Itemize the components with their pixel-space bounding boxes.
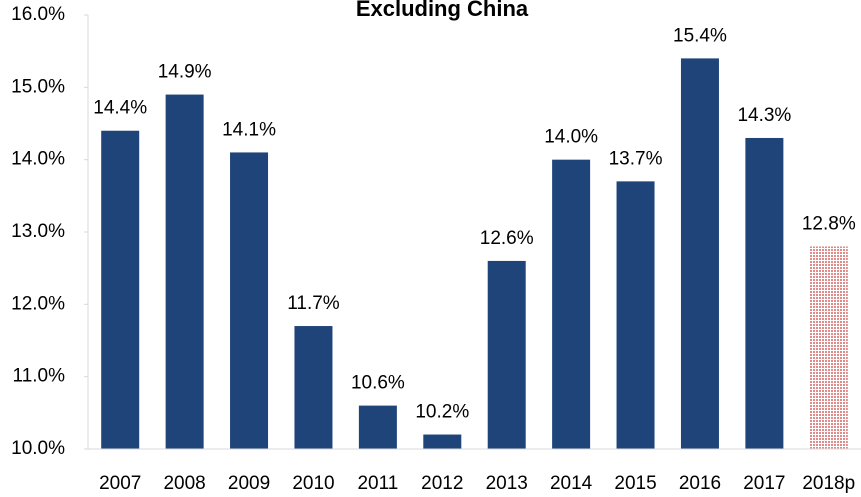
- value-label: 14.1%: [222, 119, 276, 140]
- x-tick-label: 2008: [163, 473, 205, 494]
- value-label: 13.7%: [609, 148, 663, 169]
- chart-title: Excluding China: [356, 0, 529, 21]
- x-tick-label: 2011: [357, 473, 398, 494]
- bar: [423, 434, 462, 449]
- y-tick-label: 15.0%: [11, 76, 65, 97]
- x-tick-label: 2009: [228, 473, 270, 494]
- x-tick-label: 2013: [486, 473, 528, 494]
- bar: [101, 130, 140, 449]
- x-tick-label: 2012: [421, 473, 463, 494]
- x-tick-label: 2018p: [802, 473, 855, 494]
- bar: [165, 94, 204, 450]
- x-tick-label: 2007: [99, 473, 141, 494]
- y-tick-label: 13.0%: [11, 221, 65, 242]
- x-tick-label: 2010: [292, 473, 334, 494]
- bar: [230, 152, 269, 449]
- value-label: 11.7%: [287, 293, 340, 314]
- value-label: 14.9%: [158, 62, 212, 83]
- bar: [616, 181, 655, 449]
- value-label: 10.2%: [415, 402, 469, 423]
- bar: [294, 326, 333, 449]
- value-label: 12.8%: [802, 213, 856, 234]
- value-label: 10.6%: [351, 373, 405, 394]
- value-label: 14.3%: [737, 105, 791, 126]
- value-label: 12.6%: [480, 228, 534, 249]
- x-tick-label: 2016: [679, 473, 721, 494]
- bar: [809, 246, 848, 449]
- y-tick-label: 10.0%: [11, 438, 65, 459]
- bar: [680, 58, 719, 450]
- x-tick-label: 2017: [743, 473, 785, 494]
- bar: [552, 159, 591, 449]
- y-tick-label: 14.0%: [11, 149, 65, 170]
- bar: [487, 260, 526, 449]
- y-tick-label: 12.0%: [11, 293, 65, 314]
- x-tick-label: 2014: [550, 473, 593, 494]
- bar: [745, 137, 784, 449]
- y-tick-label: 11.0%: [13, 366, 66, 387]
- value-label: 15.4%: [673, 25, 727, 46]
- x-tick-label: 2015: [614, 473, 656, 494]
- bar: [358, 405, 397, 449]
- value-label: 14.0%: [544, 127, 598, 148]
- value-label: 14.4%: [93, 98, 147, 119]
- y-tick-label: 16.0%: [11, 4, 65, 25]
